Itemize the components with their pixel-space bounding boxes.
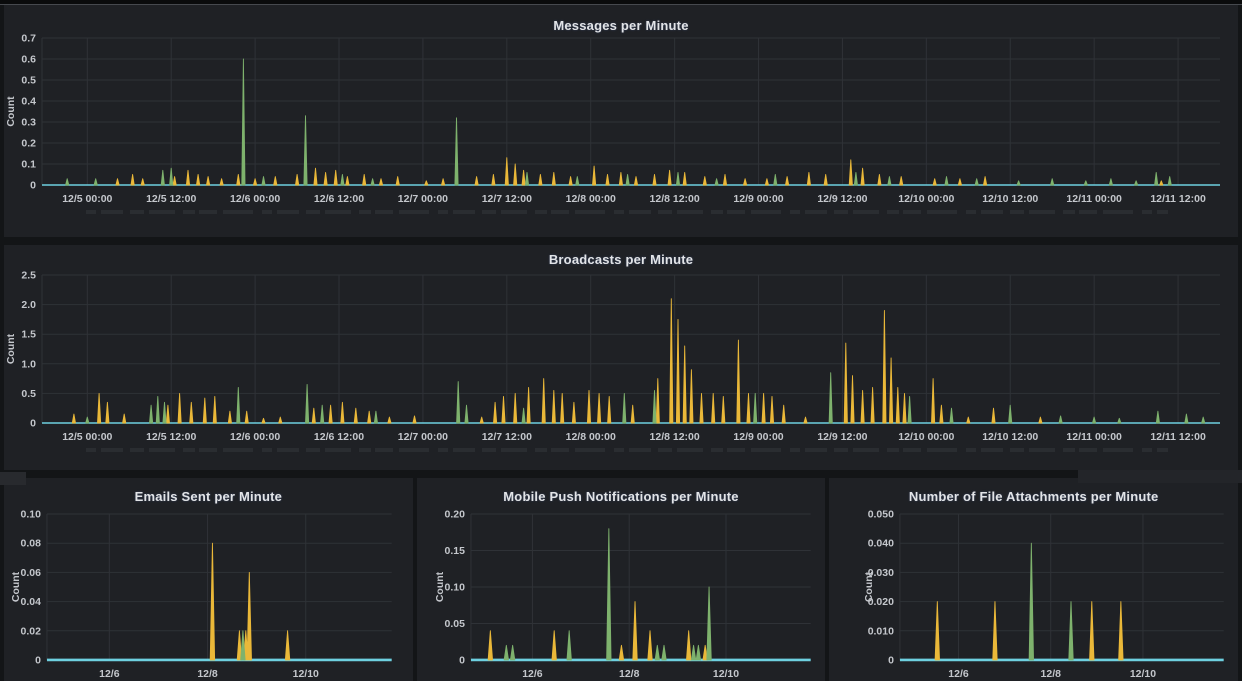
svg-text:0.2: 0.2 xyxy=(21,138,36,150)
svg-text:12/9 00:00: 12/9 00:00 xyxy=(733,431,783,443)
svg-text:1.0: 1.0 xyxy=(21,358,36,370)
svg-text:12/9 12:00: 12/9 12:00 xyxy=(817,193,867,205)
panel-messages-per-minute: Messages per Minute 0 0.1 0.2 0.3 0.4 0.5 0.6 0… xyxy=(4,5,1238,237)
svg-text:12/6 00:00: 12/6 00:00 xyxy=(230,431,280,443)
svg-text:1.5: 1.5 xyxy=(21,329,36,341)
panel-gap xyxy=(4,237,1238,245)
svg-text:0.15: 0.15 xyxy=(444,546,465,557)
svg-text:12/11 12:00: 12/11 12:00 xyxy=(1150,193,1206,205)
svg-text:12/11 00:00: 12/11 00:00 xyxy=(1066,431,1122,443)
panel-gap xyxy=(4,470,1238,478)
svg-text:0.040: 0.040 xyxy=(868,539,894,550)
svg-text:0.050: 0.050 xyxy=(868,510,894,521)
svg-text:12/10: 12/10 xyxy=(293,669,319,680)
panel-emails-sent-per-minute: Emails Sent per Minute 0 0.02 0.04 0.06 0.08… xyxy=(4,478,413,681)
svg-text:12/8 12:00: 12/8 12:00 xyxy=(650,431,700,443)
svg-text:0: 0 xyxy=(888,655,894,666)
svg-text:0.6: 0.6 xyxy=(21,54,36,66)
svg-text:12/11 12:00: 12/11 12:00 xyxy=(1150,431,1206,443)
svg-text:0.04: 0.04 xyxy=(21,597,42,608)
svg-text:12/6 12:00: 12/6 12:00 xyxy=(314,431,364,443)
svg-text:0.05: 0.05 xyxy=(444,619,465,630)
broadcasts-per-minute-chart[interactable]: 0 0.5 1.0 1.5 2.0 2.5 12/5 00:00 12/5 12:00 12/6… xyxy=(4,245,1238,470)
svg-text:12/9 00:00: 12/9 00:00 xyxy=(733,193,783,205)
svg-text:2.0: 2.0 xyxy=(21,299,36,311)
svg-text:12/10 00:00: 12/10 00:00 xyxy=(898,431,954,443)
svg-text:0.020: 0.020 xyxy=(868,597,894,608)
svg-text:12/6 12:00: 12/6 12:00 xyxy=(314,193,364,205)
svg-text:12/6: 12/6 xyxy=(99,669,120,680)
svg-text:0: 0 xyxy=(35,655,41,666)
file-attachments-per-minute-chart[interactable]: 0 0.010 0.020 0.030 0.040 0.050 12/6 12/8 12/10 C… xyxy=(829,478,1238,681)
decoration-left-tab xyxy=(0,472,26,485)
svg-text:0.5: 0.5 xyxy=(21,75,36,87)
svg-text:2.5: 2.5 xyxy=(21,270,36,282)
svg-text:12/7 00:00: 12/7 00:00 xyxy=(398,431,448,443)
svg-text:0.030: 0.030 xyxy=(868,568,894,579)
svg-text:0.010: 0.010 xyxy=(868,626,894,637)
svg-text:0.06: 0.06 xyxy=(21,568,42,579)
svg-text:0.7: 0.7 xyxy=(21,33,36,45)
svg-text:12/8 00:00: 12/8 00:00 xyxy=(566,431,616,443)
svg-text:0: 0 xyxy=(30,418,36,430)
svg-text:12/10: 12/10 xyxy=(1130,669,1156,680)
svg-text:12/5 00:00: 12/5 00:00 xyxy=(62,193,112,205)
panel-broadcasts-per-minute: Broadcasts per Minute 0 0.5 1.0 1.5 2.0 2.5 12… xyxy=(4,245,1238,470)
svg-text:12/7 12:00: 12/7 12:00 xyxy=(482,193,532,205)
mobile-push-per-minute-chart[interactable]: 0 0.05 0.10 0.15 0.20 12/6 12/8 12/10 Count xyxy=(417,478,826,681)
svg-text:Count: Count xyxy=(435,571,446,602)
svg-text:12/11 00:00: 12/11 00:00 xyxy=(1066,193,1122,205)
panel-title-messages[interactable]: Messages per Minute xyxy=(553,18,689,33)
svg-text:12/7 00:00: 12/7 00:00 xyxy=(398,193,448,205)
svg-text:12/6: 12/6 xyxy=(522,669,543,680)
svg-text:Count: Count xyxy=(11,571,22,602)
svg-text:0: 0 xyxy=(30,180,36,192)
svg-text:12/8 12:00: 12/8 12:00 xyxy=(650,193,700,205)
svg-text:0.1: 0.1 xyxy=(21,159,36,171)
svg-text:12/10 12:00: 12/10 12:00 xyxy=(982,431,1038,443)
panel-title-file-attachments[interactable]: Number of File Attachments per Minute xyxy=(908,489,1159,504)
svg-text:0.02: 0.02 xyxy=(21,626,42,637)
svg-text:12/7 12:00: 12/7 12:00 xyxy=(482,431,532,443)
decoration-right-strip xyxy=(1078,470,1242,483)
svg-text:12/8: 12/8 xyxy=(619,669,640,680)
svg-text:12/8: 12/8 xyxy=(197,669,218,680)
svg-text:12/8: 12/8 xyxy=(1041,669,1062,680)
top-edge-strip xyxy=(0,0,1242,5)
panel-mobile-push-per-minute: Mobile Push Notifications per Minute 0 0.… xyxy=(416,478,826,681)
svg-text:12/10 12:00: 12/10 12:00 xyxy=(982,193,1038,205)
svg-text:12/8 00:00: 12/8 00:00 xyxy=(566,193,616,205)
bottom-panel-row: Emails Sent per Minute 0 0.02 0.04 0.06 0.08… xyxy=(4,478,1239,681)
panel-title-broadcasts[interactable]: Broadcasts per Minute xyxy=(548,252,694,267)
svg-text:12/6: 12/6 xyxy=(949,669,970,680)
svg-text:Count: Count xyxy=(5,333,17,364)
svg-text:0.4: 0.4 xyxy=(21,96,36,108)
svg-text:12/9 12:00: 12/9 12:00 xyxy=(817,431,867,443)
panel-title-emails[interactable]: Emails Sent per Minute xyxy=(134,489,283,504)
svg-text:0.08: 0.08 xyxy=(21,539,42,550)
svg-text:Count: Count xyxy=(864,571,875,602)
svg-text:0.10: 0.10 xyxy=(21,510,42,521)
svg-text:12/5 12:00: 12/5 12:00 xyxy=(146,431,196,443)
svg-text:Count: Count xyxy=(5,96,17,127)
panel-title-mobile-push[interactable]: Mobile Push Notifications per Minute xyxy=(503,489,739,504)
svg-text:0.20: 0.20 xyxy=(444,510,465,521)
svg-text:12/10 00:00: 12/10 00:00 xyxy=(898,193,954,205)
svg-text:0.3: 0.3 xyxy=(21,117,36,129)
svg-text:12/5 00:00: 12/5 00:00 xyxy=(62,431,112,443)
svg-text:0: 0 xyxy=(459,655,465,666)
svg-text:12/5 12:00: 12/5 12:00 xyxy=(146,193,196,205)
svg-text:12/6 00:00: 12/6 00:00 xyxy=(230,193,280,205)
messages-per-minute-chart[interactable]: 0 0.1 0.2 0.3 0.4 0.5 0.6 0.7 12/5 00:00 12/5 12:… xyxy=(4,5,1238,237)
emails-sent-per-minute-chart[interactable]: 0 0.02 0.04 0.06 0.08 0.10 12/6 12/8 12/10 Count xyxy=(4,478,413,681)
svg-text:0.10: 0.10 xyxy=(444,582,465,593)
svg-text:0.5: 0.5 xyxy=(21,388,36,400)
svg-text:12/10: 12/10 xyxy=(713,669,739,680)
